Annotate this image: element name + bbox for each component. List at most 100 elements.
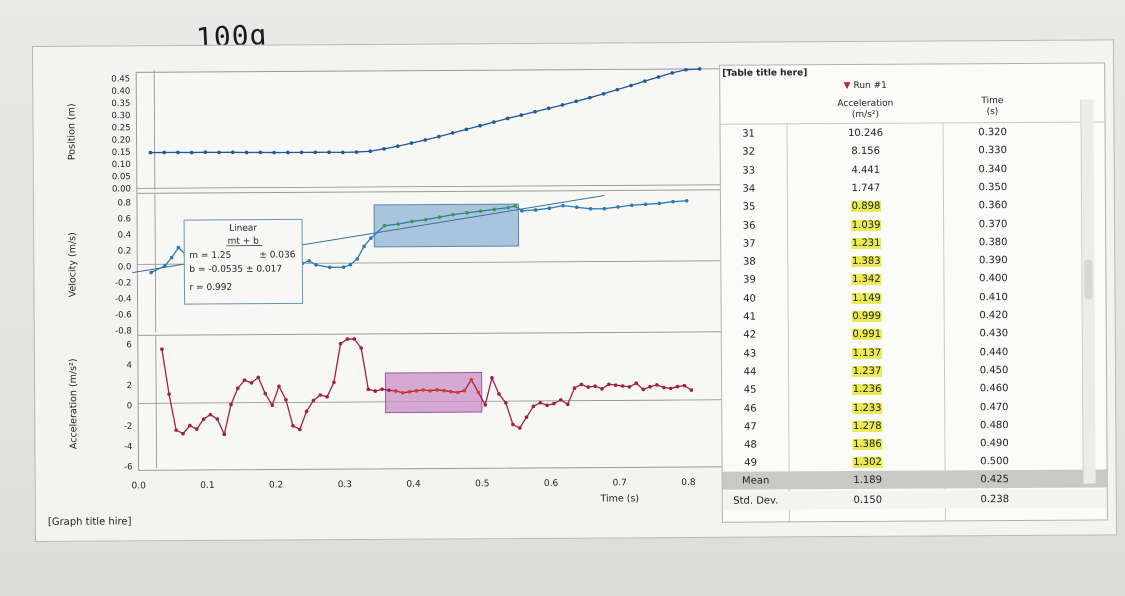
acceleration-cell[interactable]: 1.237 [851,365,883,377]
position-data-point[interactable] [148,150,153,155]
acceleration-data-point[interactable] [442,388,446,393]
acceleration-data-point[interactable] [421,388,426,392]
velocity-data-point[interactable] [176,245,181,250]
position-data-point[interactable] [368,149,373,154]
position-data-point[interactable] [217,150,221,155]
acceleration-data-point[interactable] [504,401,508,405]
velocity-data-point[interactable] [314,263,318,267]
position-data-point[interactable] [162,150,166,155]
velocity-data-point[interactable] [513,204,517,208]
time-cell[interactable]: 0.430 [979,328,1009,340]
acceleration-data-point[interactable] [188,423,192,428]
time-cell[interactable]: 0.460 [979,383,1009,395]
table-row[interactable]: 36 1.039 0.370 [721,215,1105,235]
time-cell[interactable]: 0.400 [979,273,1008,285]
acceleration-data-point[interactable] [160,347,164,352]
table-row[interactable]: 44 1.237 0.450 [722,361,1106,381]
acceleration-data-point[interactable] [483,403,488,407]
table-row[interactable]: 42 0.991 0.430 [722,325,1106,345]
position-data-point[interactable] [327,150,331,155]
acceleration-data-point[interactable] [428,388,432,393]
velocity-data-point[interactable] [547,206,552,211]
acceleration-cell[interactable]: 4.441 [851,164,881,176]
table-scrollbar[interactable] [1080,99,1096,484]
acceleration-data-point[interactable] [607,382,611,387]
acceleration-data-point[interactable] [387,388,391,392]
time-cell[interactable]: 0.370 [978,218,1008,230]
acceleration-data-point[interactable] [298,427,302,432]
acceleration-cell[interactable]: 1.383 [850,255,882,268]
acceleration-data-point[interactable] [318,393,323,397]
velocity-data-point[interactable] [520,209,524,213]
velocity-data-point[interactable] [492,207,497,212]
time-cell[interactable]: 0.380 [978,236,1008,249]
velocity-data-point[interactable] [149,270,153,275]
time-cell[interactable]: 0.490 [980,438,1009,450]
acceleration-data-point[interactable] [641,387,646,392]
position-data-point[interactable] [313,150,318,155]
position-data-point[interactable] [299,150,304,155]
acceleration-data-point[interactable] [579,382,584,387]
acceleration-data-point[interactable] [256,375,261,380]
table-row[interactable]: 34 1.747 0.350 [721,178,1105,198]
time-cell[interactable]: 0.360 [978,200,1008,212]
velocity-data-point[interactable] [575,205,579,210]
position-data-point[interactable] [464,127,469,132]
position-data-point[interactable] [588,95,592,100]
time-cell[interactable]: 0.440 [979,346,1009,358]
acceleration-data-point[interactable] [648,384,652,389]
table-row[interactable]: 35 0.898 0.360 [721,197,1105,217]
acceleration-data-point[interactable] [620,384,625,388]
acceleration-data-point[interactable] [462,388,467,393]
acceleration-data-point[interactable] [668,386,673,391]
acceleration-data-point[interactable] [249,381,254,385]
acceleration-cell[interactable]: 1.386 [852,438,883,451]
time-cell[interactable]: 0.450 [979,364,1009,377]
acceleration-data-point[interactable] [655,383,659,387]
acceleration-cell[interactable]: 8.156 [851,146,881,158]
velocity-data-point[interactable] [423,217,428,222]
acceleration-cell[interactable]: 0.991 [851,329,883,341]
acceleration-data-point[interactable] [208,412,213,417]
column-header-time[interactable]: Time (s) [942,96,1042,119]
time-cell[interactable]: 0.470 [979,401,1009,413]
collapse-triangle-icon[interactable]: ▼ [843,81,851,92]
velocity-data-point[interactable] [629,203,634,208]
table-row[interactable]: 31 10.246 0.320 [721,123,1105,143]
table-row[interactable]: 48 1.386 0.490 [722,435,1106,455]
acceleration-data-point[interactable] [215,417,220,421]
position-data-point[interactable] [519,113,524,117]
velocity-data-point[interactable] [616,205,620,209]
position-data-point[interactable] [642,79,647,83]
velocity-data-point[interactable] [533,208,538,212]
acceleration-data-point[interactable] [332,380,336,385]
acceleration-data-point[interactable] [545,403,549,408]
acceleration-data-point[interactable] [600,387,604,391]
velocity-data-point[interactable] [588,206,593,211]
position-data-point[interactable] [533,109,537,114]
acceleration-data-point[interactable] [366,387,371,392]
position-data-point[interactable] [395,144,400,149]
acceleration-data-point[interactable] [476,390,481,395]
acceleration-data-point[interactable] [181,431,185,436]
acceleration-data-point[interactable] [284,397,288,402]
acceleration-data-point[interactable] [291,424,295,428]
time-cell[interactable]: 0.340 [978,163,1008,175]
position-data-point[interactable] [656,75,661,79]
acceleration-data-point[interactable] [675,384,680,389]
acceleration-data-point[interactable] [235,386,240,391]
acceleration-data-point[interactable] [469,377,474,382]
acceleration-cell[interactable]: 0.999 [851,310,883,322]
acceleration-data-point[interactable] [634,381,639,386]
velocity-data-point[interactable] [307,259,311,263]
acceleration-cell[interactable]: 1.231 [850,237,882,249]
position-data-point[interactable] [629,83,633,88]
position-data-point[interactable] [684,67,688,72]
position-data-point[interactable] [272,150,276,155]
table-row[interactable]: 33 4.441 0.340 [721,160,1105,180]
selection-region[interactable] [373,203,520,248]
acceleration-data-point[interactable] [201,417,206,421]
velocity-data-point[interactable] [355,257,360,261]
position-data-point[interactable] [450,131,455,135]
acceleration-cell[interactable]: 1.302 [852,457,883,469]
